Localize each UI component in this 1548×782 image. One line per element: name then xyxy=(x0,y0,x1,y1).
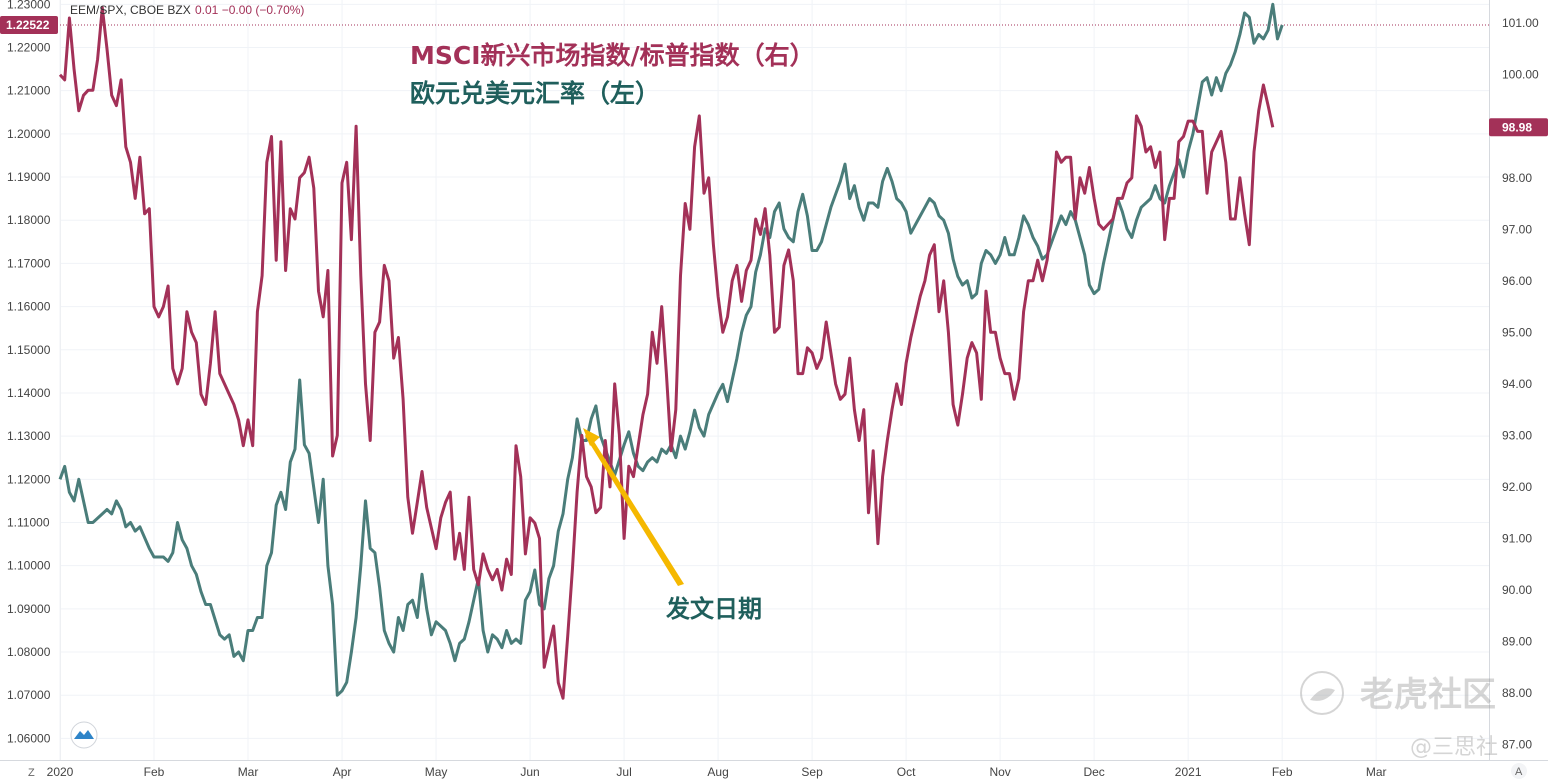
right-tick-label: 96.00 xyxy=(1502,274,1532,288)
right-tick-label: 87.00 xyxy=(1502,738,1532,752)
series-line-eem-spx xyxy=(58,6,1275,700)
left-tick-label: 1.18000 xyxy=(7,213,51,227)
zoom-button-label: Z xyxy=(28,767,35,779)
series-line-eurusd xyxy=(58,2,1284,697)
left-axis-ticks: 1.23000 1.22000 1.21000 1.20000 1.19000 1.180… xyxy=(7,0,51,745)
right-tick-label: 101.00 xyxy=(1502,16,1539,30)
left-tick-label: 1.14000 xyxy=(7,386,51,400)
auto-scale-button[interactable]: A xyxy=(1511,763,1527,779)
left-tick-label: 1.16000 xyxy=(7,300,51,314)
x-tick-label: Nov xyxy=(989,765,1010,779)
right-tick-label: 91.00 xyxy=(1502,531,1532,545)
annotation-arrow xyxy=(583,428,684,586)
right-tick-label: 93.00 xyxy=(1502,428,1532,442)
x-tick-label: 2021 xyxy=(1175,765,1202,779)
x-tick-label: Aug xyxy=(707,765,728,779)
left-tick-label: 1.22000 xyxy=(7,41,51,55)
x-tick-label: 2020 xyxy=(47,765,74,779)
right-tick-label: 100.00 xyxy=(1502,68,1539,82)
x-tick-label: Sep xyxy=(801,765,823,779)
right-tick-label: 94.00 xyxy=(1502,377,1532,391)
x-tick-label: Oct xyxy=(897,765,916,779)
left-tick-label: 1.08000 xyxy=(7,645,51,659)
right-tick-label: 92.00 xyxy=(1502,480,1532,494)
x-axis-ticks: 2020 Feb Mar Apr May Jun Jul Aug Sep Oct Nov Dec 202… xyxy=(47,765,1387,779)
annotation-text: 发文日期 xyxy=(665,595,762,623)
left-tick-label: 1.20000 xyxy=(7,127,51,141)
right-tick-label: 98.00 xyxy=(1502,171,1532,185)
zoom-button[interactable]: Z xyxy=(24,763,42,781)
left-tick-label: 1.17000 xyxy=(7,256,51,270)
x-tick-label: Feb xyxy=(144,765,165,779)
left-tick-label: 1.09000 xyxy=(7,602,51,616)
x-tick-label: Feb xyxy=(1272,765,1293,779)
x-tick-label: Apr xyxy=(333,765,352,779)
right-tick-label: 88.00 xyxy=(1502,686,1532,700)
legend-values: 0.01 −0.00 (−0.70%) xyxy=(195,3,304,17)
x-tick-label: May xyxy=(425,765,448,779)
grid xyxy=(59,0,1489,760)
left-price-tag: 1.22522 xyxy=(0,15,58,34)
legend-symbol[interactable]: EEM/SPX, CBOE BZX xyxy=(70,3,191,17)
left-tick-label: 1.12000 xyxy=(7,472,51,486)
tradingview-logo-icon[interactable] xyxy=(70,721,98,749)
series xyxy=(58,2,1284,700)
left-tick-label: 1.07000 xyxy=(7,688,51,702)
x-tick-label: Jul xyxy=(616,765,631,779)
chart-subtitle: 欧元兑美元汇率（左） xyxy=(410,79,660,108)
right-price-tag-label: 98.98 xyxy=(1502,120,1532,134)
x-tick-label: Mar xyxy=(238,765,259,779)
chart-title: MSCI新兴市场指数/标普指数（右） xyxy=(410,41,815,70)
left-tick-label: 1.13000 xyxy=(7,429,51,443)
left-tick-label: 1.23000 xyxy=(7,0,51,11)
left-tick-label: 1.06000 xyxy=(7,731,51,745)
x-tick-label: Mar xyxy=(1366,765,1387,779)
left-tick-label: 1.19000 xyxy=(7,170,51,184)
right-price-tag: 98.98 xyxy=(1489,118,1548,137)
left-tick-label: 1.21000 xyxy=(7,84,51,98)
x-tick-label: Dec xyxy=(1083,765,1104,779)
auto-scale-button-label: A xyxy=(1515,766,1523,778)
watermark-text: 老虎社区 xyxy=(1360,675,1496,715)
right-tick-label: 89.00 xyxy=(1502,634,1532,648)
x-tick-label: Jun xyxy=(520,765,539,779)
watermark-subtext: @三思社 xyxy=(1410,735,1498,760)
watermark: 老虎社区 @三思社 xyxy=(1300,671,1498,760)
left-tick-label: 1.10000 xyxy=(7,559,51,573)
left-tick-label: 1.15000 xyxy=(7,343,51,357)
right-tick-label: 90.00 xyxy=(1502,583,1532,597)
left-price-tag-label: 1.22522 xyxy=(6,18,50,32)
right-tick-label: 95.00 xyxy=(1502,325,1532,339)
left-tick-label: 1.11000 xyxy=(7,516,50,530)
right-tick-label: 97.00 xyxy=(1502,222,1532,236)
